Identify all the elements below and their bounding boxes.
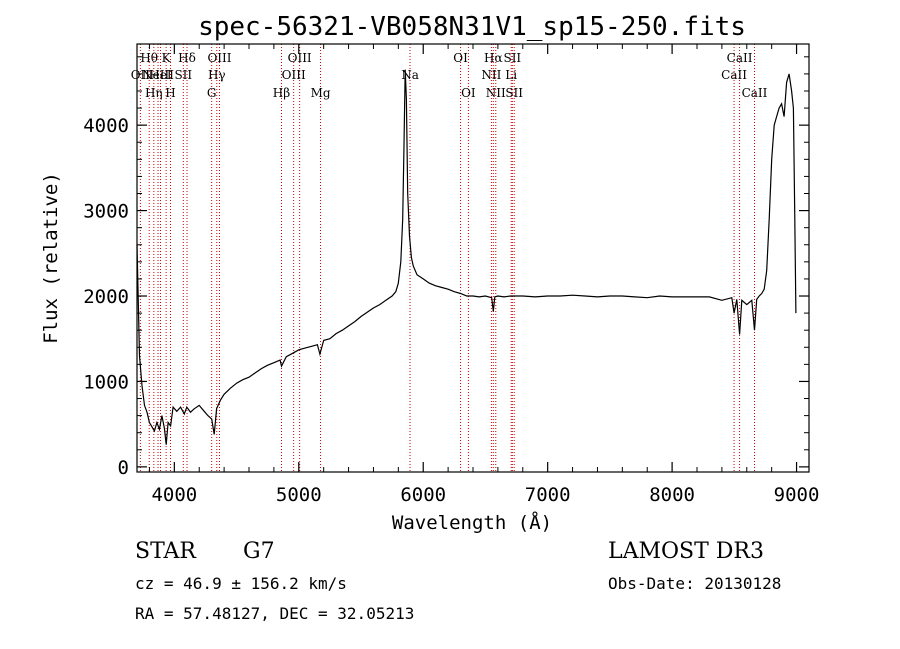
line-label: OIII — [207, 51, 231, 65]
line-label: Mg — [311, 86, 331, 100]
line-label: OI — [453, 51, 468, 65]
x-tick-label: 8000 — [649, 484, 695, 506]
y-axis-ticks: 0 1000 2000 3000 4000 — [83, 56, 809, 479]
line-label: SII — [174, 68, 192, 82]
line-label: SII — [503, 51, 521, 65]
line-label: Na — [401, 68, 419, 82]
y-tick-label: 3000 — [83, 201, 129, 223]
redshift-info: cz = 46.9 ± 156.2 km/s — [135, 574, 347, 593]
line-label: OIII — [282, 68, 306, 82]
line-label: NII — [481, 68, 501, 82]
spectrum-line — [136, 69, 797, 445]
plot-frame — [136, 43, 810, 473]
y-tick-label: 1000 — [83, 371, 129, 393]
line-label: OIII — [288, 51, 312, 65]
line-label: H — [165, 86, 175, 100]
x-axis-ticks: 4000 5000 6000 7000 8000 9000 — [148, 44, 820, 506]
line-label: Hβ — [273, 86, 290, 100]
line-label: Hη — [145, 86, 163, 100]
x-tick-label: 7000 — [525, 484, 571, 506]
x-tick-label: 5000 — [276, 484, 322, 506]
line-label: CaII — [727, 51, 753, 65]
line-label: SII — [505, 86, 523, 100]
line-label: G — [207, 86, 217, 100]
y-tick-label: 2000 — [83, 286, 129, 308]
line-label: CaII — [742, 86, 768, 100]
object-subclass: G7 — [243, 539, 275, 564]
spectrum-chart: spec-56321-VB058N31V1_sp15-250.fits OIIH… — [40, 12, 820, 534]
line-label: Hδ — [178, 51, 196, 65]
object-class: STAR — [135, 539, 196, 564]
y-tick-label: 4000 — [83, 115, 129, 137]
y-tick-label: 0 — [118, 457, 129, 479]
y-axis-label: Flux (relative) — [40, 172, 62, 344]
coordinates-info: RA = 57.48127, DEC = 32.05213 — [135, 604, 415, 623]
x-tick-label: 9000 — [774, 484, 820, 506]
obs-date: Obs-Date: 20130128 — [608, 574, 782, 593]
chart-title: spec-56321-VB058N31V1_sp15-250.fits — [198, 12, 746, 42]
line-label: Hα — [484, 51, 503, 65]
line-label: OII — [131, 68, 151, 82]
line-label: Li — [505, 68, 517, 82]
survey-name: LAMOST DR3 — [608, 539, 764, 564]
line-label: CaII — [721, 68, 747, 82]
x-tick-label: 4000 — [151, 484, 197, 506]
line-label: Hγ — [208, 68, 226, 82]
line-markers — [139, 44, 755, 472]
line-label: NII — [486, 86, 506, 100]
line-label: Hθ — [140, 51, 158, 65]
x-axis-label: Wavelength (Å) — [392, 511, 552, 534]
line-label: OI — [461, 86, 476, 100]
line-label: K — [162, 51, 172, 65]
x-tick-label: 6000 — [400, 484, 446, 506]
line-label: HeI — [149, 68, 172, 82]
line-label: NeIII — [142, 68, 174, 82]
